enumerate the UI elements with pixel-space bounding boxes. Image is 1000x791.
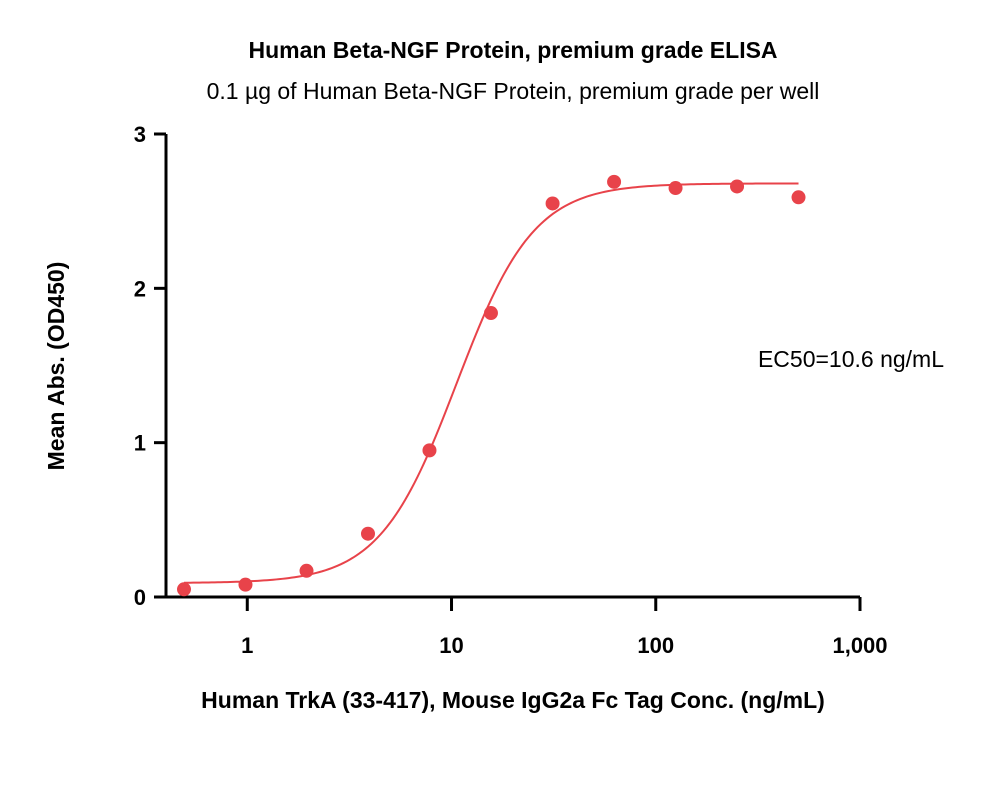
y-tick-label: 1 bbox=[134, 431, 146, 456]
x-axis-label: Human TrkA (33-417), Mouse IgG2a Fc Tag … bbox=[201, 687, 825, 713]
x-tick-label: 1,000 bbox=[832, 633, 887, 658]
axes bbox=[164, 134, 860, 599]
data-point bbox=[545, 196, 560, 211]
x-tick-label: 100 bbox=[637, 633, 674, 658]
data-point bbox=[422, 443, 437, 458]
data-points bbox=[177, 174, 806, 597]
y-tick-label: 2 bbox=[134, 276, 146, 301]
data-point bbox=[238, 577, 253, 592]
y-tick-label: 0 bbox=[134, 585, 146, 610]
data-point bbox=[177, 582, 192, 597]
y-tick-label: 3 bbox=[134, 122, 146, 147]
x-tick-label: 10 bbox=[439, 633, 463, 658]
chart-subtitle: 0.1 µg of Human Beta-NGF Protein, premiu… bbox=[207, 78, 820, 104]
data-point bbox=[299, 563, 314, 578]
data-point bbox=[791, 190, 806, 205]
ticks bbox=[154, 132, 862, 611]
fit-curve bbox=[183, 182, 799, 584]
chart-title: Human Beta-NGF Protein, premium grade EL… bbox=[248, 37, 777, 63]
tick-labels: 0 1 2 3 1 10 100 1,000 bbox=[134, 122, 888, 658]
data-point bbox=[730, 179, 745, 194]
data-point bbox=[607, 174, 622, 189]
ec50-annotation: EC50=10.6 ng/mL bbox=[758, 346, 944, 372]
data-point bbox=[668, 181, 683, 196]
x-tick-label: 1 bbox=[241, 633, 253, 658]
data-point bbox=[360, 526, 375, 541]
y-axis-label: Mean Abs. (OD450) bbox=[43, 262, 69, 471]
data-point bbox=[483, 306, 498, 321]
